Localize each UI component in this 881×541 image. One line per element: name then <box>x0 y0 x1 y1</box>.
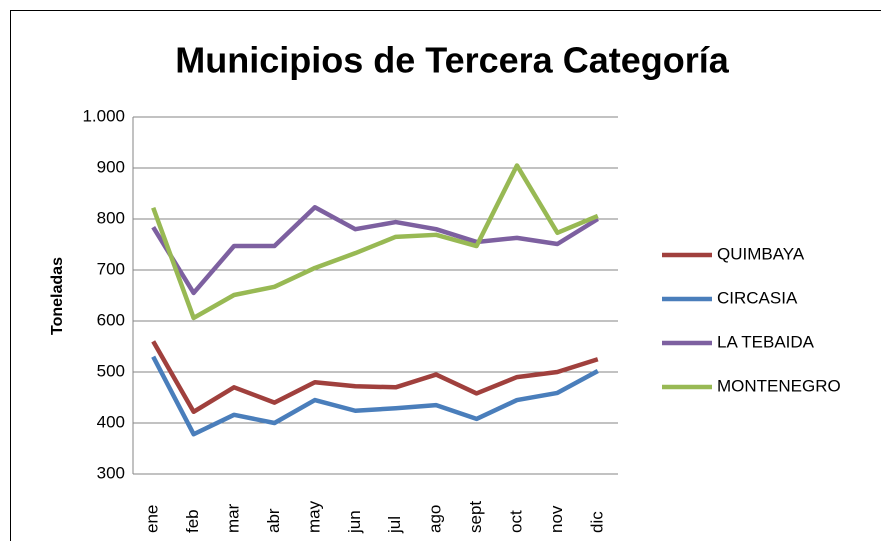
legend-label: QUIMBAYA <box>717 244 805 263</box>
y-tick-label: 700 <box>97 259 125 278</box>
x-tick-label: sept <box>466 501 485 533</box>
y-axis-label: Toneladas <box>49 257 66 335</box>
y-tick-label: 600 <box>97 310 125 329</box>
y-tick-label: 1.000 <box>82 106 125 125</box>
line-series <box>151 355 599 437</box>
x-tick-label: mar <box>224 503 243 533</box>
x-tick-label: nov <box>547 505 566 533</box>
legend-label: MONTENEGRO <box>717 376 841 395</box>
y-tick-label: 900 <box>97 157 125 176</box>
line-series <box>151 340 599 415</box>
x-tick-label: ene <box>143 505 162 533</box>
x-tick-label: ago <box>426 505 445 533</box>
x-tick-label: may <box>304 500 323 533</box>
x-tick-label: dic <box>587 511 606 533</box>
y-tick-label: 800 <box>97 208 125 227</box>
legend-label: CIRCASIA <box>717 288 798 307</box>
x-tick-label: jun <box>345 510 364 534</box>
x-tick-label: oct <box>506 510 525 533</box>
chart-frame <box>10 10 881 541</box>
y-tick-label: 400 <box>97 412 125 431</box>
x-tick-label: abr <box>264 508 283 533</box>
x-tick-label: jul <box>385 516 404 534</box>
x-tick-label: feb <box>183 509 202 533</box>
legend-label: LA TEBAIDA <box>717 332 815 351</box>
y-tick-label: 500 <box>97 361 125 380</box>
y-tick-label: 300 <box>97 463 125 482</box>
line-series <box>151 163 599 321</box>
line-series <box>151 205 599 296</box>
chart-title: Municipios de Tercera Categoría <box>175 40 729 81</box>
